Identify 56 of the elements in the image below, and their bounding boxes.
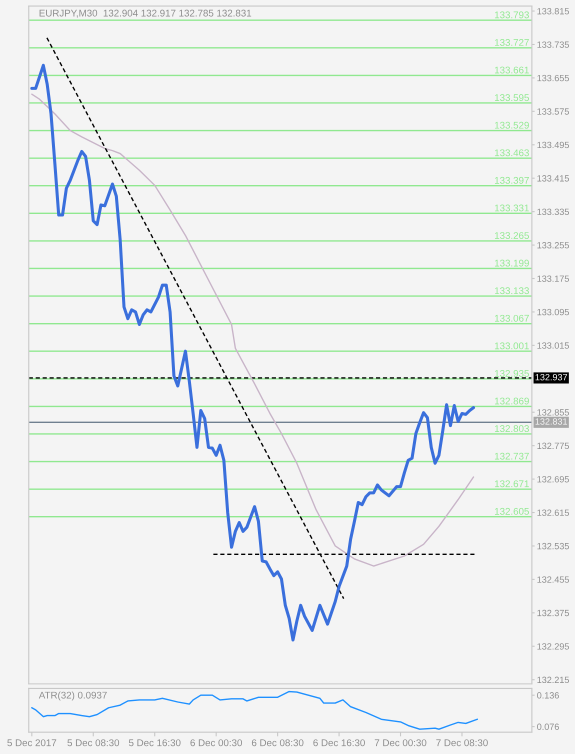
y-tick-label: 132.855: [537, 409, 569, 416]
x-tick-label: 7 Dec 00:30: [374, 739, 426, 746]
y-tick-label: 133.575: [537, 108, 569, 115]
ref-line-label: 133.661: [494, 66, 529, 74]
y-tick-label: 132.455: [537, 576, 569, 583]
y-tick-label: 132.615: [537, 510, 569, 516]
ref-line-label: 133.793: [494, 11, 529, 18]
y-tick-label: 133.175: [537, 275, 569, 282]
x-tick-label: 6 Dec 00:30: [190, 739, 242, 746]
ref-line-label: 132.869: [494, 398, 529, 404]
ref-line-label: 132.831: [536, 418, 568, 425]
y-tick-label: 133.495: [537, 142, 569, 148]
y-tick-label: 133.735: [537, 41, 569, 48]
ref-line-label: 132.605: [494, 508, 529, 515]
x-tick-label: 5 Dec 2017: [7, 739, 56, 746]
y-tick-label: 0.076: [537, 724, 559, 730]
y-tick-label: 132.215: [537, 676, 569, 684]
ref-line-label: 132.671: [494, 480, 529, 488]
line-series: [31, 94, 474, 567]
ref-line-label: 133.529: [494, 122, 529, 129]
ref-line-label: 133.463: [494, 149, 529, 156]
ref-line-label: 132.803: [494, 425, 529, 432]
y-tick-label: 133.415: [537, 175, 569, 182]
x-tick-label: 5 Dec 16:30: [128, 739, 181, 746]
y-tick-label: 133.255: [537, 242, 569, 248]
x-tick-label: 6 Dec 16:30: [313, 739, 365, 746]
ref-line-label: 133.595: [494, 94, 529, 102]
y-tick-label: 133.015: [537, 342, 569, 349]
y-tick-label: 132.695: [537, 476, 569, 482]
line-series: [31, 690, 478, 730]
y-tick-label: 133.655: [537, 74, 569, 82]
ref-line-label: 133.001: [494, 342, 529, 350]
ref-line-label: 133.265: [494, 232, 529, 239]
x-tick-label: 6 Dec 08:30: [252, 739, 304, 746]
ref-line-label: 132.737: [494, 452, 529, 460]
y-tick-label: 133.095: [537, 308, 569, 316]
y-tick-label: 133.335: [537, 208, 569, 216]
x-tick-label: 7 Dec 08:30: [436, 739, 488, 746]
y-tick-label: 132.775: [537, 442, 569, 450]
x-tick-label: 5 Dec 08:30: [67, 739, 120, 746]
ref-line-label: 133.397: [494, 176, 529, 184]
ref-line-label: 133.133: [494, 287, 529, 294]
ref-line-label: 133.331: [494, 204, 529, 212]
ref-line-label: 133.727: [494, 39, 529, 46]
ref-line-label: 132.937: [536, 374, 568, 380]
y-tick-label: 132.295: [537, 643, 569, 650]
chart-title: EURJPY,M30 132.904 132.917 132.785 132.831: [40, 10, 252, 18]
ref-line-label: 133.067: [494, 314, 529, 322]
ref-line-label: 132.935: [494, 370, 529, 377]
y-tick-label: 0.136: [537, 692, 559, 699]
y-tick-label: 132.375: [537, 610, 569, 616]
y-tick-label: 132.535: [537, 542, 569, 550]
y-tick-label: 133.815: [537, 8, 569, 14]
chart-title: ATR(32) 0.0937: [38, 691, 107, 701]
line-series: [30, 64, 476, 642]
ref-line-label: 133.199: [494, 260, 529, 267]
